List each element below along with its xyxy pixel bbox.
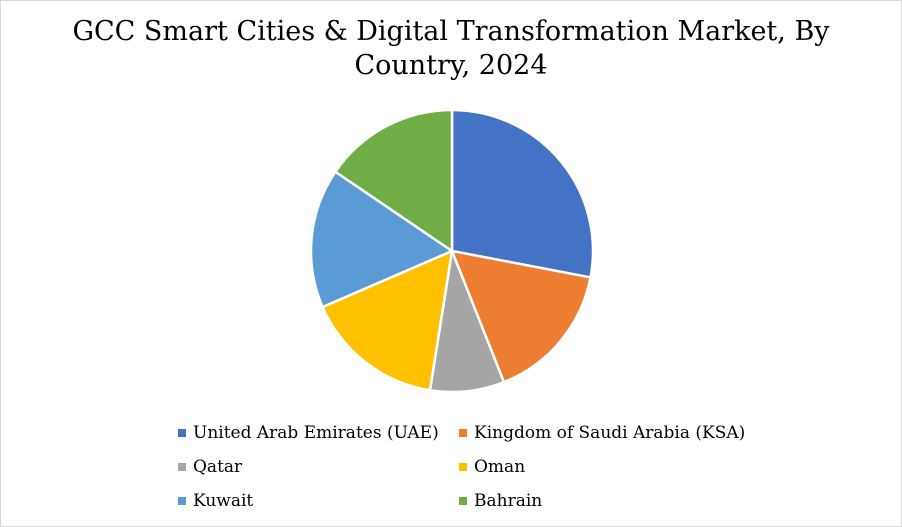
legend-item-kingdom-of-saudi-arabia-ksa: Kingdom of Saudi Arabia (KSA) (459, 422, 745, 444)
legend-label: Qatar (193, 457, 243, 477)
legend-swatch (459, 497, 467, 505)
pie-slice-kuwait (309, 170, 454, 309)
legend-item-qatar: Qatar (178, 456, 242, 478)
pie-slice-kingdom-of-saudi-arabia-ksa (450, 249, 592, 384)
pie-slice-bahrain (334, 108, 454, 253)
pie-slice-united-arab-emirates-uae (450, 108, 595, 279)
legend-swatch (178, 497, 186, 505)
legend-label: Kuwait (193, 491, 254, 511)
chart-title: GCC Smart Cities & Digital Transformatio… (72, 16, 830, 81)
legend-swatch (178, 429, 186, 437)
legend-label: Bahrain (474, 491, 543, 511)
legend-swatch (178, 463, 186, 471)
legend-label: Kingdom of Saudi Arabia (KSA) (474, 423, 746, 443)
legend-item-kuwait: Kuwait (178, 490, 253, 512)
legend-item-oman: Oman (459, 456, 525, 478)
legend-item-united-arab-emirates-uae: United Arab Emirates (UAE) (178, 422, 439, 444)
legend-label: Oman (474, 457, 526, 477)
legend-item-bahrain: Bahrain (459, 490, 542, 512)
pie-slice-oman (321, 249, 454, 392)
legend-swatch (459, 429, 467, 437)
legend-swatch (459, 463, 467, 471)
legend-label: United Arab Emirates (UAE) (193, 423, 439, 443)
